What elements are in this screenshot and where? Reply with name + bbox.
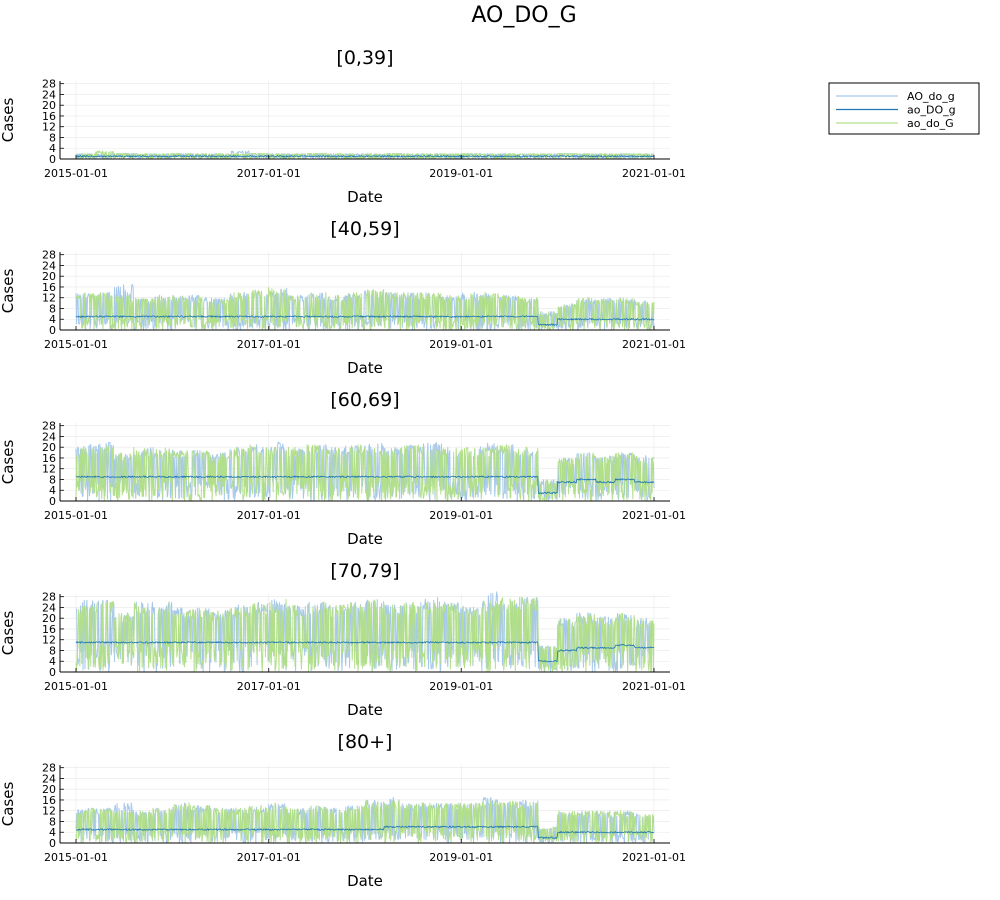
y-tick-label: 16 — [42, 110, 56, 123]
x-tick-label: 2015-01-01 — [44, 851, 108, 864]
legend-label: ao_DO_g — [907, 104, 956, 117]
x-tick-label: 2019-01-01 — [429, 509, 493, 522]
y-tick-label: 20 — [42, 441, 56, 454]
x-tick-label: 2019-01-01 — [429, 338, 493, 351]
x-axis-label: Date — [347, 872, 383, 890]
y-tick-label: 12 — [42, 292, 56, 305]
y-tick-label: 4 — [49, 313, 56, 326]
y-tick-label: 16 — [42, 794, 56, 807]
series-line-ao_do_G — [75, 596, 655, 673]
legend-label: AO_do_g — [907, 90, 955, 103]
y-tick-label: 0 — [49, 837, 56, 850]
y-axis-label: Cases — [0, 98, 17, 143]
y-tick-label: 8 — [49, 473, 56, 486]
y-tick-label: 28 — [42, 78, 56, 91]
y-tick-label: 24 — [42, 88, 56, 101]
series-line-ao_do_G — [75, 287, 655, 331]
legend-label: ao_do_G — [907, 117, 954, 130]
y-tick-label: 16 — [42, 452, 56, 465]
y-axis-label: Cases — [0, 269, 17, 314]
subplot-title: [40,59] — [330, 218, 399, 240]
y-tick-label: 4 — [49, 142, 56, 155]
y-tick-label: 0 — [49, 153, 56, 166]
y-tick-label: 24 — [42, 772, 56, 785]
x-axis-label: Date — [347, 359, 383, 377]
x-tick-label: 2019-01-01 — [429, 680, 493, 693]
x-tick-label: 2017-01-01 — [237, 167, 301, 180]
legend-box — [828, 82, 980, 135]
y-tick-label: 20 — [42, 783, 56, 796]
x-tick-label: 2021-01-01 — [622, 509, 686, 522]
legend: AO_do_gao_DO_gao_do_G — [828, 82, 980, 135]
series-line-ao_do_G — [75, 150, 655, 160]
x-axis-label: Date — [347, 530, 383, 548]
x-tick-label: 2021-01-01 — [622, 851, 686, 864]
y-axis-label: Cases — [0, 611, 17, 656]
x-tick-label: 2021-01-01 — [622, 167, 686, 180]
x-tick-label: 2017-01-01 — [237, 851, 301, 864]
series-line-ao_do_G — [75, 799, 655, 844]
y-tick-label: 24 — [42, 430, 56, 443]
y-tick-label: 20 — [42, 99, 56, 112]
subplot-title: [70,79] — [330, 560, 399, 582]
y-tick-label: 12 — [42, 805, 56, 818]
x-tick-label: 2017-01-01 — [237, 680, 301, 693]
x-tick-label: 2019-01-01 — [429, 167, 493, 180]
x-tick-label: 2017-01-01 — [237, 509, 301, 522]
x-tick-label: 2015-01-01 — [44, 167, 108, 180]
x-axis-label: Date — [347, 701, 383, 719]
y-tick-label: 24 — [42, 259, 56, 272]
series-line-ao_DO_g — [75, 155, 655, 158]
y-tick-label: 8 — [49, 815, 56, 828]
y-tick-label: 20 — [42, 612, 56, 625]
y-tick-label: 0 — [49, 324, 56, 337]
y-tick-label: 28 — [42, 249, 56, 262]
y-tick-label: 4 — [49, 826, 56, 839]
x-tick-label: 2015-01-01 — [44, 509, 108, 522]
figure-title: AO_DO_G — [471, 3, 576, 28]
y-tick-label: 8 — [49, 131, 56, 144]
y-axis-label: Cases — [0, 782, 17, 827]
y-tick-label: 12 — [42, 463, 56, 476]
y-tick-label: 16 — [42, 623, 56, 636]
subplot-title: [80+] — [338, 731, 393, 753]
series-line-AO_do_g — [75, 441, 655, 502]
x-axis-label: Date — [347, 188, 383, 206]
y-tick-label: 12 — [42, 634, 56, 647]
series-line-ao_DO_g — [75, 475, 655, 495]
y-tick-label: 28 — [42, 762, 56, 775]
y-tick-label: 12 — [42, 121, 56, 134]
y-tick-label: 4 — [49, 655, 56, 668]
y-tick-label: 0 — [49, 666, 56, 679]
y-axis-label: Cases — [0, 440, 17, 485]
y-tick-label: 16 — [42, 281, 56, 294]
x-tick-label: 2015-01-01 — [44, 338, 108, 351]
x-tick-label: 2021-01-01 — [622, 680, 686, 693]
x-tick-label: 2015-01-01 — [44, 680, 108, 693]
x-tick-label: 2019-01-01 — [429, 851, 493, 864]
subplot-title: [0,39] — [336, 47, 393, 69]
series-line-ao_DO_g — [75, 641, 655, 663]
x-tick-label: 2017-01-01 — [237, 338, 301, 351]
y-tick-label: 20 — [42, 270, 56, 283]
y-tick-label: 28 — [42, 420, 56, 433]
y-tick-label: 24 — [42, 601, 56, 614]
y-tick-label: 4 — [49, 484, 56, 497]
series-line-ao_DO_g — [75, 825, 655, 839]
y-tick-label: 8 — [49, 302, 56, 315]
y-tick-label: 0 — [49, 495, 56, 508]
subplot-title: [60,69] — [330, 389, 399, 411]
y-tick-label: 8 — [49, 644, 56, 657]
x-tick-label: 2021-01-01 — [622, 338, 686, 351]
series-line-ao_DO_g — [75, 315, 655, 326]
y-tick-label: 28 — [42, 591, 56, 604]
